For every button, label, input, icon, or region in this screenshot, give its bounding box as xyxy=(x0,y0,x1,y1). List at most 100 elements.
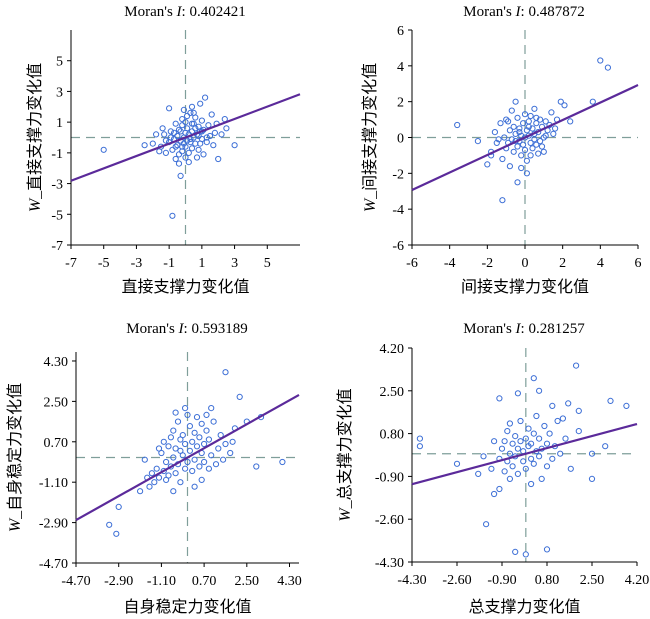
title-stat: I xyxy=(176,4,183,20)
data-point xyxy=(522,551,529,558)
title-value: : 0.281257 xyxy=(521,321,586,337)
data-point xyxy=(522,465,529,472)
data-point xyxy=(416,435,423,442)
data-point xyxy=(115,503,122,510)
data-point xyxy=(196,434,203,441)
data-point xyxy=(531,136,538,143)
data-point xyxy=(198,476,205,483)
x-tick-label: -2.90 xyxy=(104,574,133,589)
data-point xyxy=(201,458,208,466)
y-tick-label: -2.60 xyxy=(375,513,404,528)
scatter-panel-4: Moran's I: 0.281257 -4.30 -2.60 -0.90 0.80 2.… xyxy=(336,321,649,616)
x-tick-label: -3 xyxy=(131,256,143,271)
data-point xyxy=(498,445,506,452)
data-point xyxy=(222,440,229,448)
data-point xyxy=(165,472,172,479)
data-point xyxy=(179,143,186,150)
data-point xyxy=(198,117,205,124)
x-tick-label: 5 xyxy=(264,256,271,271)
data-point xyxy=(517,438,524,445)
data-point xyxy=(520,141,527,148)
y-label-rest: _自身稳定力变化值 xyxy=(6,383,24,520)
x-tick-label: 0 xyxy=(522,256,529,271)
data-point xyxy=(533,141,540,148)
x-tick-label: 4.30 xyxy=(277,574,302,589)
data-point xyxy=(491,129,498,136)
y-tick-label: 4.30 xyxy=(44,355,69,370)
data-point xyxy=(499,197,506,204)
data-point xyxy=(189,438,196,445)
data-point xyxy=(186,423,193,430)
x-tick-label: -4.30 xyxy=(397,573,426,588)
data-point xyxy=(514,143,521,150)
data-point xyxy=(497,120,504,127)
data-point xyxy=(106,521,113,528)
data-point xyxy=(195,146,202,153)
y-axis-label: W_自身稳定力变化值 xyxy=(6,383,24,532)
data-point xyxy=(212,461,220,468)
data-point xyxy=(149,140,156,147)
data-point xyxy=(529,145,536,152)
x-tick-label: -0.90 xyxy=(487,573,516,588)
y-tick-label: 0.70 xyxy=(44,436,69,451)
data-point xyxy=(163,458,170,466)
data-point xyxy=(540,134,547,141)
data-point xyxy=(495,136,502,143)
x-tick-label: 2.50 xyxy=(235,574,260,589)
data-point xyxy=(453,460,461,467)
y-tick-label: 6 xyxy=(397,24,404,39)
data-point xyxy=(165,443,172,450)
data-point xyxy=(182,465,189,472)
data-point xyxy=(536,453,543,460)
data-point xyxy=(159,125,166,132)
data-point xyxy=(557,98,564,105)
data-point xyxy=(565,400,572,407)
data-point xyxy=(148,470,155,477)
data-point xyxy=(191,429,198,436)
x-tick-label: -4 xyxy=(444,256,456,271)
data-point xyxy=(220,456,227,463)
data-point xyxy=(182,119,189,126)
data-point xyxy=(508,107,515,114)
data-point xyxy=(191,456,198,463)
data-point xyxy=(175,160,183,167)
title-prefix: Moran's xyxy=(463,4,515,20)
data-point xyxy=(543,440,551,447)
y-label-prefix: W xyxy=(337,507,354,522)
data-point xyxy=(197,140,204,147)
data-point xyxy=(514,179,521,186)
title-stat: I xyxy=(515,321,522,337)
data-point xyxy=(236,393,243,400)
data-point xyxy=(506,475,513,482)
data-point xyxy=(546,430,553,437)
data-point xyxy=(509,463,516,470)
y-tick-label: -4.70 xyxy=(39,557,68,572)
data-point xyxy=(113,530,120,537)
data-point xyxy=(537,138,544,145)
data-point xyxy=(623,402,630,409)
y-tick-label: 2.50 xyxy=(380,385,405,400)
y-tick-label: 0.80 xyxy=(380,428,405,443)
data-point xyxy=(501,468,508,475)
data-point xyxy=(501,134,508,141)
y-tick-label: 0 xyxy=(397,132,404,147)
data-point xyxy=(575,407,582,414)
data-point xyxy=(203,427,210,434)
x-axis-label: 直接支撑力变化值 xyxy=(121,278,249,296)
data-point xyxy=(562,435,569,442)
data-point xyxy=(222,369,229,376)
data-point xyxy=(153,131,160,138)
data-point xyxy=(604,64,612,71)
data-point xyxy=(169,146,176,153)
x-tick-label: -7 xyxy=(65,256,77,271)
data-point xyxy=(193,443,201,450)
data-point xyxy=(203,139,210,146)
y-tick-label: 4 xyxy=(397,60,404,75)
y-tick-label: 5 xyxy=(56,55,63,70)
data-point xyxy=(505,118,512,125)
data-point xyxy=(192,125,199,132)
title-stat: I xyxy=(515,4,522,20)
data-point xyxy=(146,483,153,490)
data-point xyxy=(253,463,260,470)
data-point xyxy=(567,465,574,472)
